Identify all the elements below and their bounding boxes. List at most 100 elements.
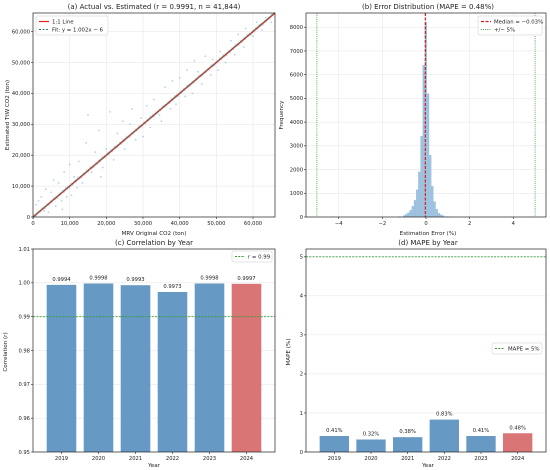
panel-d-title: (d) MAPE by Year bbox=[398, 239, 458, 247]
panel-d-y-tick-label: 0 bbox=[300, 450, 303, 456]
scatter-point bbox=[77, 160, 80, 163]
panel-c-x-tick-label: 2021 bbox=[129, 456, 142, 462]
scatter-point bbox=[99, 175, 102, 178]
panel-c-y-tick-label: 0.96 bbox=[18, 416, 30, 422]
scatter-point bbox=[219, 50, 221, 53]
scatter-point bbox=[200, 83, 203, 85]
panel-a-y-tick-label: 50,000 bbox=[12, 60, 30, 66]
scatter-point bbox=[65, 196, 68, 198]
panel-a-x-tick-label: 0 bbox=[31, 221, 34, 227]
panel-b-y-tick-label: 7000 bbox=[290, 49, 303, 55]
histogram-bar bbox=[418, 171, 421, 218]
panel-a-y-tick-label: 20,000 bbox=[12, 153, 30, 159]
scatter-point bbox=[101, 166, 104, 169]
panel-correlation-by-year: (c) Correlation by Year Year Correlation… bbox=[3, 239, 276, 469]
scatter-point bbox=[134, 138, 137, 141]
scatter-point bbox=[35, 203, 37, 206]
scatter-point bbox=[52, 179, 55, 181]
panel-c-bar-value-label: 0.9973 bbox=[163, 284, 181, 290]
panel-a-x-tick-label: 60,000 bbox=[244, 221, 262, 227]
scatter-point bbox=[158, 114, 161, 116]
panel-d-bar-value-label: 0.41% bbox=[326, 428, 343, 434]
panel-b-legend-median: Median = −0.03% bbox=[494, 20, 543, 26]
panel-b-y-tick-label: 4000 bbox=[290, 120, 303, 126]
scatter-point bbox=[37, 200, 40, 202]
scatter-point bbox=[224, 61, 227, 64]
histogram-bar bbox=[411, 206, 414, 218]
scatter-point bbox=[209, 73, 212, 76]
histogram-bar bbox=[426, 93, 430, 218]
scatter-point bbox=[169, 107, 172, 110]
panel-d-y-tick-label: 3 bbox=[300, 333, 303, 339]
panel-b-title: (b) Error Distribution (MAPE = 0.48%) bbox=[362, 3, 494, 11]
panel-a-y-tick-label: 10,000 bbox=[12, 184, 30, 190]
scatter-point bbox=[61, 208, 64, 211]
panel-c-bar-value-label: 0.9994 bbox=[52, 277, 71, 283]
panel-a-y-tick-label: 30,000 bbox=[12, 122, 30, 128]
panel-b-frame bbox=[305, 12, 547, 218]
panel-d-y-tick-label: 1 bbox=[300, 411, 303, 417]
scatter-point bbox=[105, 148, 108, 150]
panel-a-x-label: MRV Original CO2 (ton) bbox=[122, 231, 187, 237]
panel-a-y-tick-label: 0 bbox=[27, 215, 30, 221]
panel-d-x-tick-label: 2019 bbox=[328, 456, 341, 462]
panel-c-title: (c) Correlation by Year bbox=[115, 239, 193, 247]
scatter-point bbox=[85, 141, 88, 144]
histogram-bar bbox=[431, 186, 434, 218]
panel-c-bar bbox=[231, 283, 262, 452]
panel-d-bar-value-label: 0.41% bbox=[473, 428, 490, 434]
panel-a-y-tick-label: 40,000 bbox=[12, 91, 30, 97]
panel-a-x-tick-label: 40,000 bbox=[171, 221, 189, 227]
panel-c-y-label: Correlation (r) bbox=[3, 332, 9, 371]
panel-d-y-tick-label: 5 bbox=[300, 255, 303, 261]
scatter-point bbox=[40, 196, 42, 198]
scatter-point bbox=[242, 46, 245, 48]
panel-c-bar bbox=[157, 291, 188, 452]
panel-a-x-tick-label: 20,000 bbox=[97, 221, 115, 227]
scatter-point bbox=[230, 39, 232, 42]
histogram-bar bbox=[409, 210, 412, 218]
scatter-point bbox=[237, 33, 240, 36]
panel-c-bar-value-label: 0.9998 bbox=[89, 276, 107, 282]
scatter-point bbox=[153, 98, 155, 101]
panel-d-x-tick-label: 2022 bbox=[438, 456, 451, 462]
panel-c-bar bbox=[194, 283, 225, 452]
panel-d-y-tick-label: 4 bbox=[300, 294, 304, 300]
panel-d-bar bbox=[429, 419, 459, 452]
panel-a-x-tick-label: 30,000 bbox=[134, 221, 152, 227]
panel-a-legend-identity: 1:1 Line bbox=[52, 20, 74, 26]
panel-mape-by-year: (d) MAPE by Year Year MAPE (%) 0.41% 0.32… bbox=[286, 239, 547, 469]
scatter-point bbox=[109, 111, 111, 113]
scatter-point bbox=[73, 175, 75, 178]
panel-c-y-tick-label: 0.95 bbox=[18, 450, 30, 456]
scatter-point bbox=[90, 171, 93, 174]
scatter-point bbox=[142, 135, 144, 138]
histogram-bar bbox=[422, 65, 425, 218]
scatter-point bbox=[98, 129, 100, 132]
panel-c-x-tick-label: 2023 bbox=[203, 456, 216, 462]
panel-d-legend-reference: MAPE = 5% bbox=[508, 347, 540, 353]
panel-a-x-tick-label: 10,000 bbox=[61, 221, 79, 227]
panel-a-frame bbox=[32, 12, 276, 218]
panel-c-bar-value-label: 0.9997 bbox=[237, 276, 255, 282]
panel-d-bar-value-label: 0.83% bbox=[436, 412, 453, 418]
panel-d-y-label: MAPE (%) bbox=[286, 338, 292, 365]
scatter-point bbox=[60, 200, 63, 202]
scatter-point bbox=[160, 120, 163, 123]
scatter-point bbox=[233, 53, 236, 56]
scatter-point bbox=[43, 209, 45, 212]
scatter-point bbox=[178, 77, 181, 79]
scatter-point bbox=[175, 103, 177, 106]
panel-d-bar-value-label: 0.38% bbox=[399, 429, 416, 435]
panel-d-x-tick-label: 2021 bbox=[401, 456, 414, 462]
panel-d-bar bbox=[319, 435, 349, 452]
scatter-point bbox=[193, 60, 196, 62]
panel-a-x-tick-label: 50,000 bbox=[207, 221, 225, 227]
panel-c-bar-value-label: 0.9998 bbox=[200, 276, 218, 282]
scatter-point bbox=[47, 211, 50, 214]
panel-b-x-tick-label: 2 bbox=[468, 221, 471, 227]
panel-a-title: (a) Actual vs. Estimated (r = 0.9991, n … bbox=[68, 3, 241, 11]
panel-c-x-label: Year bbox=[147, 463, 161, 469]
scatter-point bbox=[270, 21, 273, 24]
